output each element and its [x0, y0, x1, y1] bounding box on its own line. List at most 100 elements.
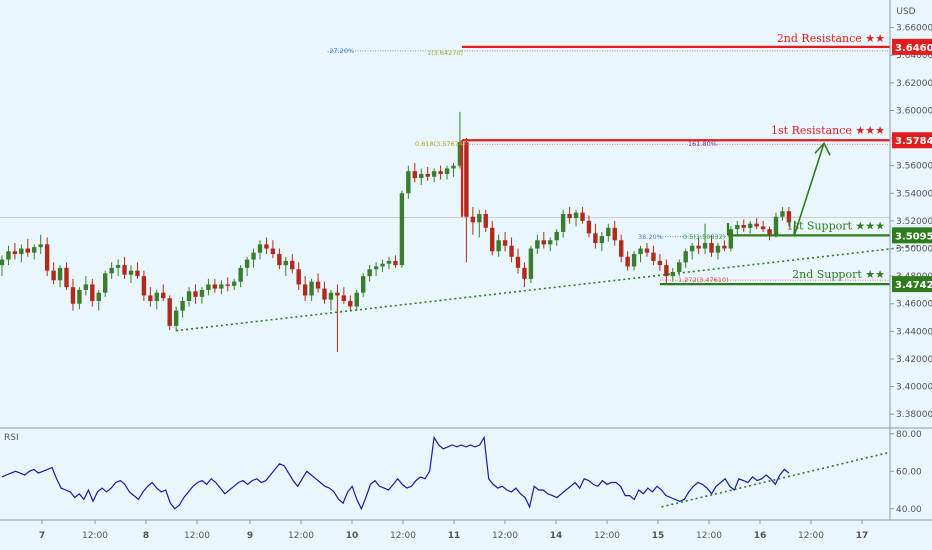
price-tick-label: 3.56000	[896, 162, 932, 172]
fib-annotation: 1.272(3.47610)	[678, 276, 729, 284]
price-tick-label: 3.62000	[896, 79, 932, 89]
candle	[290, 254, 295, 274]
candle-body	[702, 242, 708, 249]
candle-body	[206, 284, 211, 290]
candle-body	[322, 288, 327, 300]
rsi-tick-label: 80.00	[896, 430, 922, 440]
candle-body	[470, 216, 476, 223]
candle-body	[290, 260, 295, 270]
candle-body	[386, 260, 392, 264]
time-tick-label: 8	[143, 531, 149, 541]
price-tag: 3.50954	[892, 227, 932, 244]
candle-body	[199, 289, 205, 297]
candle-body	[651, 252, 656, 261]
candle-body	[483, 214, 488, 228]
candle-body	[44, 244, 50, 271]
candle-body	[522, 267, 527, 279]
candle	[128, 265, 134, 284]
candle	[586, 215, 592, 238]
candle-body	[103, 273, 108, 293]
candle	[451, 162, 456, 177]
candle-body	[277, 254, 282, 266]
time-tick-label: 7	[39, 531, 45, 541]
candle-body	[335, 292, 340, 296]
time-tick-label: 12:00	[798, 531, 824, 541]
candle-body	[773, 216, 779, 235]
time-tick-label: 16	[754, 531, 767, 541]
candle	[767, 226, 772, 241]
price-tick-label: 3.38000	[896, 410, 932, 420]
candle	[619, 234, 624, 263]
candle-body	[264, 244, 269, 249]
candle	[335, 284, 340, 353]
candle	[12, 242, 18, 260]
candle-body	[367, 269, 372, 277]
candle-body	[444, 168, 450, 174]
candle-body	[457, 142, 463, 166]
candle	[193, 284, 198, 304]
candle	[496, 234, 501, 257]
candle-body	[593, 233, 598, 243]
candle	[367, 265, 372, 282]
price-tag-box	[892, 276, 932, 293]
candle-body	[186, 291, 192, 301]
candle	[90, 278, 95, 307]
candle-body	[606, 227, 611, 237]
candle	[760, 220, 766, 232]
candle	[251, 248, 256, 268]
candle	[773, 212, 779, 238]
candle-body	[735, 225, 740, 230]
first-resistance-label: 1st Resistance ★★★	[771, 124, 885, 137]
candle	[96, 289, 101, 311]
candle	[748, 220, 753, 234]
price-tag-value: 3.47423	[895, 280, 932, 291]
candle	[522, 262, 527, 288]
candle-body	[677, 262, 682, 272]
candle	[625, 251, 630, 271]
candle	[244, 256, 250, 277]
candle	[631, 251, 637, 271]
candle-body	[64, 267, 69, 288]
price-tick-label: 3.64000	[896, 51, 932, 61]
candle-body	[760, 226, 766, 230]
candle	[464, 138, 469, 263]
candle-body	[161, 292, 166, 299]
candle-body	[12, 251, 18, 255]
candle	[103, 270, 108, 297]
candle	[51, 262, 56, 285]
time-tick-label: 12:00	[82, 531, 108, 541]
candle-body	[786, 211, 792, 223]
candle-body	[354, 292, 359, 307]
candle-body	[219, 284, 224, 289]
candle	[780, 207, 785, 221]
candle	[361, 273, 366, 297]
candle	[419, 168, 424, 186]
candle	[741, 219, 746, 232]
time-tick-label: 12:00	[492, 531, 518, 541]
candle-body	[341, 295, 347, 301]
candle	[728, 226, 734, 252]
candle	[122, 256, 127, 279]
candle	[206, 278, 211, 296]
candle-body	[25, 248, 30, 253]
time-tick-label: 12:00	[288, 531, 314, 541]
candle	[264, 237, 269, 255]
candle-body	[644, 248, 650, 253]
candle-body	[96, 292, 101, 301]
candle-body	[399, 193, 405, 266]
candle	[644, 242, 650, 257]
candle	[70, 278, 76, 311]
candle-body	[741, 225, 746, 228]
fib-annotation: 161.80%	[688, 140, 717, 148]
candle	[341, 287, 347, 304]
time-tick-label: 10	[346, 531, 359, 541]
candle	[502, 231, 508, 252]
candle	[25, 238, 30, 257]
candle	[186, 287, 192, 307]
overlays: 2nd Resistance ★★ -27.20% 1(3.64270) 1st Re…	[176, 32, 918, 332]
candle-body	[328, 292, 334, 300]
candle	[109, 262, 114, 279]
